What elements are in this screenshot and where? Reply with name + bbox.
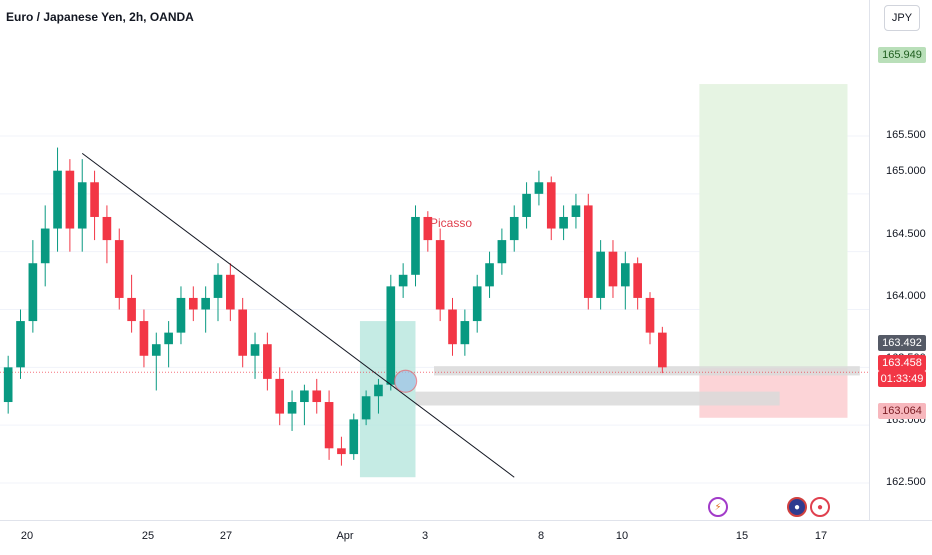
- candle-body: [263, 344, 272, 379]
- x-tick-label: 25: [141, 530, 155, 542]
- lightning-event-icon[interactable]: ⚡: [708, 497, 728, 517]
- candle-body: [374, 384, 383, 397]
- candle-body: [275, 378, 285, 414]
- y-tick-label: 165.000: [886, 165, 926, 177]
- candle-body: [114, 240, 124, 298]
- candle-body: [102, 216, 112, 241]
- candle-body: [176, 297, 186, 333]
- candle-body: [435, 240, 445, 310]
- x-tick-label: 3: [421, 530, 429, 542]
- candle-body: [398, 274, 408, 287]
- candle-body: [16, 321, 25, 368]
- candle-body: [620, 263, 630, 287]
- x-tick-label: 27: [219, 530, 233, 542]
- x-tick-label: Apr: [336, 530, 354, 542]
- candle-body: [448, 309, 457, 345]
- candle-body: [139, 321, 149, 356]
- candle-body: [423, 216, 433, 241]
- x-tick-label: 10: [615, 530, 629, 542]
- y-tick-label: 162.500: [886, 476, 926, 488]
- candle-body: [509, 216, 519, 241]
- trendline: [81, 152, 515, 478]
- candle-body: [287, 402, 297, 414]
- bar-countdown: 01:33:49: [878, 371, 926, 387]
- economic-event-icon[interactable]: ●: [787, 497, 807, 517]
- candle-body: [201, 297, 210, 310]
- target-zone: [699, 84, 848, 369]
- gray-zone: [415, 391, 780, 406]
- candle-body: [361, 396, 371, 420]
- candle-body: [534, 182, 544, 194]
- candle-body: [472, 286, 482, 322]
- candle-body: [608, 251, 618, 287]
- candle-body: [559, 216, 568, 229]
- candle-body: [127, 297, 136, 322]
- candle-body: [571, 205, 581, 217]
- candle-body: [164, 332, 173, 345]
- candle-body: [28, 263, 38, 322]
- candle-body: [337, 448, 346, 455]
- candle-body: [411, 216, 420, 275]
- candle-body: [485, 263, 494, 287]
- x-tick-label: 8: [537, 530, 545, 542]
- candle-body: [386, 286, 396, 385]
- stop-price-tag: 163.064: [878, 403, 926, 419]
- candle-body: [65, 170, 75, 229]
- y-tick-label: 164.500: [886, 228, 926, 240]
- x-tick-label: 15: [735, 530, 749, 542]
- candle-body: [658, 332, 667, 368]
- candle-body: [583, 205, 593, 298]
- marker-circle: [394, 369, 418, 393]
- current-price-tag: 163.458: [878, 355, 926, 371]
- currency-button[interactable]: JPY: [884, 5, 920, 31]
- candle-body: [213, 274, 223, 298]
- picasso-annotation: Picasso: [430, 216, 473, 230]
- candle-body: [300, 390, 309, 403]
- candle-body: [546, 182, 556, 229]
- x-tick-label: 17: [814, 530, 828, 542]
- y-tick-label: 165.500: [886, 129, 926, 141]
- price-axis-separator: [869, 0, 870, 520]
- candle-body: [645, 297, 655, 333]
- candle-body: [77, 182, 87, 229]
- candle-body: [596, 251, 605, 298]
- candle-body: [460, 321, 470, 345]
- candle-body: [53, 170, 62, 229]
- news-event-icon[interactable]: ●: [810, 497, 830, 517]
- candle-body: [349, 419, 359, 455]
- candle-body: [151, 344, 161, 356]
- candle-body: [312, 390, 322, 403]
- candle-body: [40, 228, 50, 264]
- candle-body: [633, 263, 642, 298]
- candle-body: [250, 344, 260, 356]
- target-price-tag: 165.949: [878, 47, 926, 63]
- candle-body: [238, 309, 248, 356]
- candle-body: [188, 297, 198, 310]
- candle-body: [3, 367, 13, 403]
- candle-body: [226, 274, 235, 310]
- entry-price-tag: 163.492: [878, 335, 926, 351]
- candle-body: [324, 402, 334, 449]
- y-tick-label: 164.000: [886, 290, 926, 302]
- candle-body: [90, 182, 99, 217]
- candle-body: [522, 193, 531, 217]
- chart-title: Euro / Japanese Yen, 2h, OANDA: [6, 10, 194, 24]
- x-tick-label: 20: [20, 530, 34, 542]
- candle-body: [497, 240, 507, 264]
- gray-zone: [434, 366, 860, 376]
- time-axis-separator: [0, 520, 932, 521]
